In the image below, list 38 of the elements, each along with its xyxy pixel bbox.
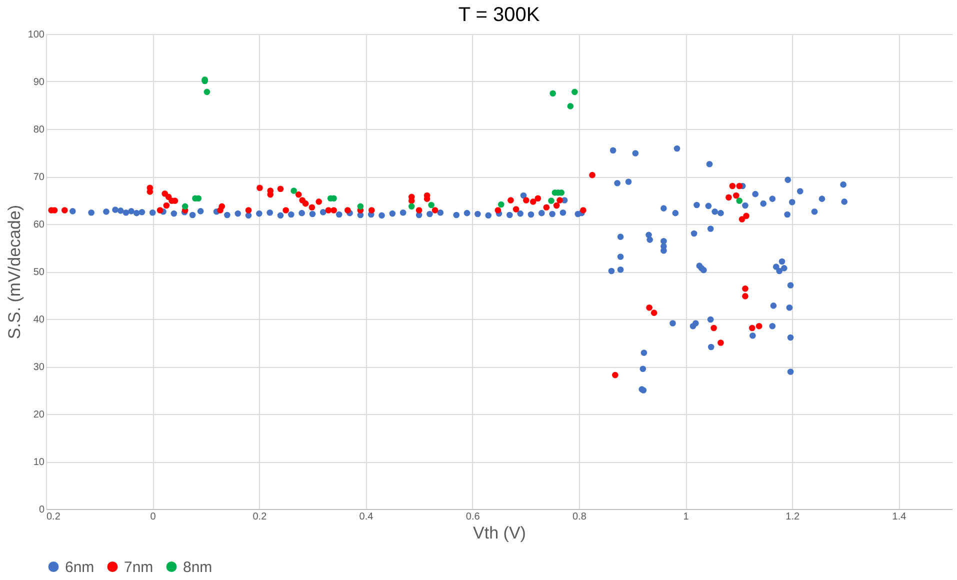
- y-tick-label: 70: [33, 172, 45, 183]
- x-tick-label: 0.8: [572, 512, 587, 522]
- y-axis-title: S.S. (mV/decade): [4, 204, 24, 340]
- y-tick-label: 20: [33, 410, 45, 420]
- point: [290, 188, 297, 194]
- point: [736, 198, 743, 204]
- legend-label: 8nm: [183, 558, 212, 576]
- point: [408, 203, 415, 210]
- y-tick-label: 30: [33, 362, 45, 373]
- y-tick-label: 10: [33, 457, 45, 468]
- x-axis-title: Vth (V): [473, 524, 526, 542]
- point: [567, 103, 574, 110]
- x-tick-label: 0.2: [252, 512, 268, 522]
- x-tick-label: 1: [683, 512, 690, 522]
- legend-label: 7nm: [124, 558, 154, 576]
- point: [182, 203, 188, 210]
- legend-label: 6nm: [65, 558, 94, 576]
- x-tick-label: 1.4: [892, 512, 907, 522]
- y-tick-label: 40: [33, 314, 45, 326]
- x-tick-label: 0: [150, 512, 156, 522]
- point: [548, 198, 554, 204]
- x-tick-label: 0.4: [359, 512, 374, 522]
- chart-title: T = 300K: [458, 4, 540, 26]
- x-tick-label: 0.6: [466, 512, 480, 522]
- point: [572, 88, 578, 96]
- x-tick-label: 1.2: [786, 512, 800, 522]
- y-tick-label: 50: [33, 267, 45, 278]
- point: [204, 88, 210, 96]
- point: [428, 202, 434, 208]
- y-tick-label: 80: [33, 124, 45, 136]
- y-tick-label: 90: [33, 77, 45, 88]
- y-tick-label: 100: [28, 30, 45, 40]
- point: [357, 203, 364, 210]
- y-tick-label: 0: [38, 504, 45, 516]
- point: [550, 90, 556, 97]
- point: [498, 201, 504, 208]
- x-tick-label: 0.2: [46, 512, 61, 522]
- y-tick-label: 60: [33, 220, 45, 230]
